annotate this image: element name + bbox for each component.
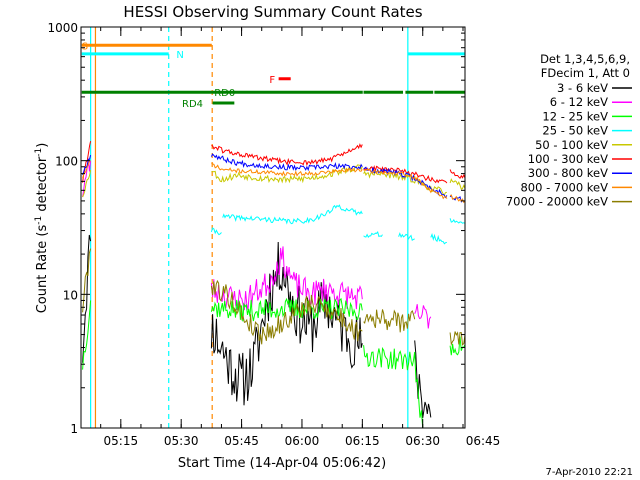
state-label-rd0: RD0 xyxy=(214,88,235,99)
state-label-s: S xyxy=(82,41,88,52)
series-5-segment-2 xyxy=(363,165,448,184)
y-tick-label-2: 100 xyxy=(55,155,78,169)
series-5-segment-1 xyxy=(211,143,363,167)
series-8-segment-3 xyxy=(449,331,465,347)
axes: S N F RD0 RD4 1 10 100 1000 05:15 05:30 05:45 06:00 0… xyxy=(47,21,500,448)
x-tick-label-3: 06:00 xyxy=(285,434,320,448)
series-0-segment-2 xyxy=(414,340,432,419)
series-2-segment-2 xyxy=(363,345,424,428)
state-label-f: F xyxy=(269,75,275,86)
legend-label-5: 100 - 300 keV xyxy=(528,152,608,166)
series-8-segment-0 xyxy=(82,248,92,313)
legend-label-8: 7000 - 20000 keV xyxy=(506,195,608,209)
legend: Det 1,3,4,5,6,9, FDecim 1, Att 0 3 - 6 k… xyxy=(506,52,632,209)
series-3-segment-1 xyxy=(222,204,363,225)
series-7-segment-1 xyxy=(211,162,363,177)
x-tick-label-2: 05:45 xyxy=(224,434,259,448)
series-3-segment-3 xyxy=(398,232,415,242)
series-8-segment-2 xyxy=(363,309,416,333)
series-3-segment-0 xyxy=(210,227,222,236)
footer-date: 7-Apr-2010 22:21 xyxy=(546,467,633,478)
series-6-segment-0 xyxy=(82,154,92,176)
state-label-rd4: RD4 xyxy=(182,99,203,110)
series-3-segment-5 xyxy=(449,218,465,224)
x-tick-label-0: 05:15 xyxy=(104,434,139,448)
legend-label-6: 300 - 800 keV xyxy=(528,166,608,180)
y-tick-label-3: 1000 xyxy=(47,21,78,35)
plot-frame xyxy=(80,26,466,429)
y-axis-label: Count Rate (s-1 detector-1) xyxy=(34,143,50,314)
x-tick-label-6: 06:45 xyxy=(466,434,501,448)
series-2-segment-1 xyxy=(210,297,363,322)
x-tick-label-1: 05:30 xyxy=(164,434,199,448)
time-markers xyxy=(90,27,409,428)
series-4-segment-3 xyxy=(449,178,465,190)
series-lines xyxy=(82,140,465,428)
series-6-segment-1 xyxy=(210,153,363,172)
x-axis-label: Start Time (14-Apr-04 05:06:42) xyxy=(178,456,386,471)
series-3-segment-4 xyxy=(430,232,448,245)
series-2-segment-0 xyxy=(82,300,92,370)
x-tick-label-4: 06:15 xyxy=(345,434,380,448)
legend-label-7: 800 - 7000 keV xyxy=(520,180,608,194)
y-tick-label-1: 10 xyxy=(63,288,78,302)
series-4-segment-0 xyxy=(82,170,92,198)
legend-label-2: 12 - 25 keV xyxy=(542,109,608,123)
series-8-segment-1 xyxy=(210,279,363,345)
series-5-segment-3 xyxy=(449,169,465,180)
series-1-segment-2 xyxy=(414,304,432,329)
y-tick-label-0: 1 xyxy=(70,422,78,436)
series-3-segment-2 xyxy=(363,230,383,238)
series-1-segment-0 xyxy=(82,160,92,198)
series-7-segment-2 xyxy=(363,168,448,200)
legend-label-0: 3 - 6 keV xyxy=(557,81,608,95)
series-2-segment-3 xyxy=(449,336,465,356)
x-tick-label-5: 06:30 xyxy=(405,434,440,448)
series-0-segment-0 xyxy=(82,234,92,363)
legend-header-line-2: FDecim 1, Att 0 xyxy=(541,66,630,80)
series-7-segment-3 xyxy=(449,194,465,204)
state-bars xyxy=(81,43,465,105)
chart-title: HESSI Observing Summary Count Rates xyxy=(123,3,422,21)
state-label-n: N xyxy=(176,50,183,61)
legend-header-line-1: Det 1,3,4,5,6,9, xyxy=(540,52,630,66)
series-4-segment-1 xyxy=(211,164,363,184)
legend-label-3: 25 - 50 keV xyxy=(542,124,608,138)
legend-label-1: 6 - 12 keV xyxy=(550,95,608,109)
legend-label-4: 50 - 100 keV xyxy=(535,138,608,152)
